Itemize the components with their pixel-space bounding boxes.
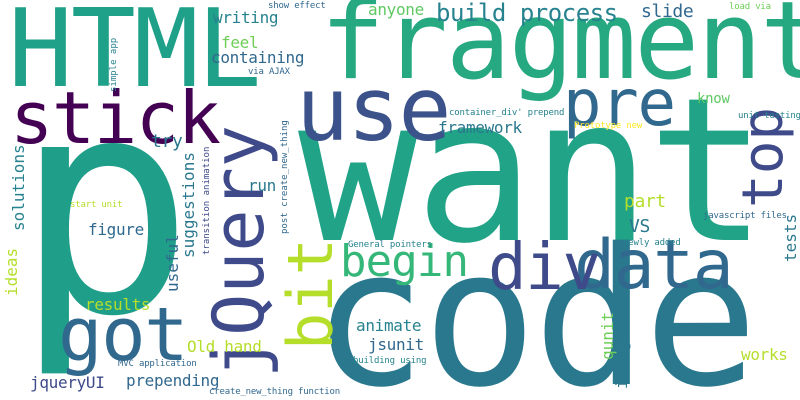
word-results: results xyxy=(85,295,151,314)
word-container-div-prepend: container_div' prepend xyxy=(449,108,565,118)
word-general-pointers: General pointers xyxy=(348,240,432,250)
word-bit: bit xyxy=(274,238,347,350)
word-build-process: build process xyxy=(436,0,618,27)
word-solutions: solutions xyxy=(9,144,28,231)
word-qunit: qunit xyxy=(598,311,617,360)
word-javascript-files: javascript files xyxy=(703,211,787,221)
word-framework: framework xyxy=(438,118,522,137)
word-containing: containing xyxy=(211,48,305,67)
word-mvc-application: MVC application xyxy=(118,359,197,369)
word-unit-testing: unit testing xyxy=(738,111,800,121)
word-anyone: anyone xyxy=(368,0,424,19)
word-div: div xyxy=(488,231,601,305)
word-top: top xyxy=(731,106,796,208)
word-figure: figure xyxy=(88,220,144,239)
word-show-effect: show effect xyxy=(268,1,326,11)
word-via-ajax: via AJAX xyxy=(248,67,290,77)
word-load-via: load via xyxy=(729,2,771,12)
word-simple-app: simple app xyxy=(109,37,119,92)
word-tests: tests xyxy=(781,213,800,262)
word-begin: begin xyxy=(340,236,469,287)
word-run: run xyxy=(248,176,276,195)
word-useful: useful xyxy=(163,234,182,292)
word-prepending: prepending xyxy=(126,371,220,390)
word-slide: slide xyxy=(641,1,694,22)
word-post-create-new-thing: post create_new_thing xyxy=(280,120,290,234)
word-suggestions: suggestions xyxy=(179,152,198,258)
word-jsunit: jsunit xyxy=(368,335,424,354)
word-ideas: ideas xyxy=(2,247,21,296)
word-code: code xyxy=(312,208,758,400)
word-prototype-new: Prototype new xyxy=(574,121,643,131)
word-vs: VS xyxy=(629,216,650,237)
word-feel: feel xyxy=(221,33,259,52)
word-start-unit: start unit xyxy=(70,200,123,210)
word-html: HTML xyxy=(8,0,262,112)
word-newly-added: newly added xyxy=(623,238,681,248)
word-fragment: fragment xyxy=(320,0,800,104)
word-want: want xyxy=(298,55,768,288)
word-building-using: building using xyxy=(353,356,427,366)
word-got: got xyxy=(58,292,189,378)
word-use: use xyxy=(296,58,451,161)
word-know: know xyxy=(697,91,730,107)
word-data: data xyxy=(574,226,734,305)
word-works: works xyxy=(741,345,788,364)
word-try: try xyxy=(151,131,183,152)
word-animate: animate xyxy=(356,316,422,335)
word-create-new-thing-function: create_new_thing function xyxy=(209,387,340,397)
word-transition-animation: transition animation xyxy=(202,146,212,255)
word-writing: writing xyxy=(213,8,279,27)
word-p: p xyxy=(14,33,195,382)
word-old-hand: Old hand xyxy=(187,337,262,356)
word-jqueryui: jqueryUI xyxy=(30,373,105,392)
word-stick: stick xyxy=(10,76,221,160)
word-part: part xyxy=(624,191,666,212)
word-pre: pre xyxy=(563,67,676,141)
